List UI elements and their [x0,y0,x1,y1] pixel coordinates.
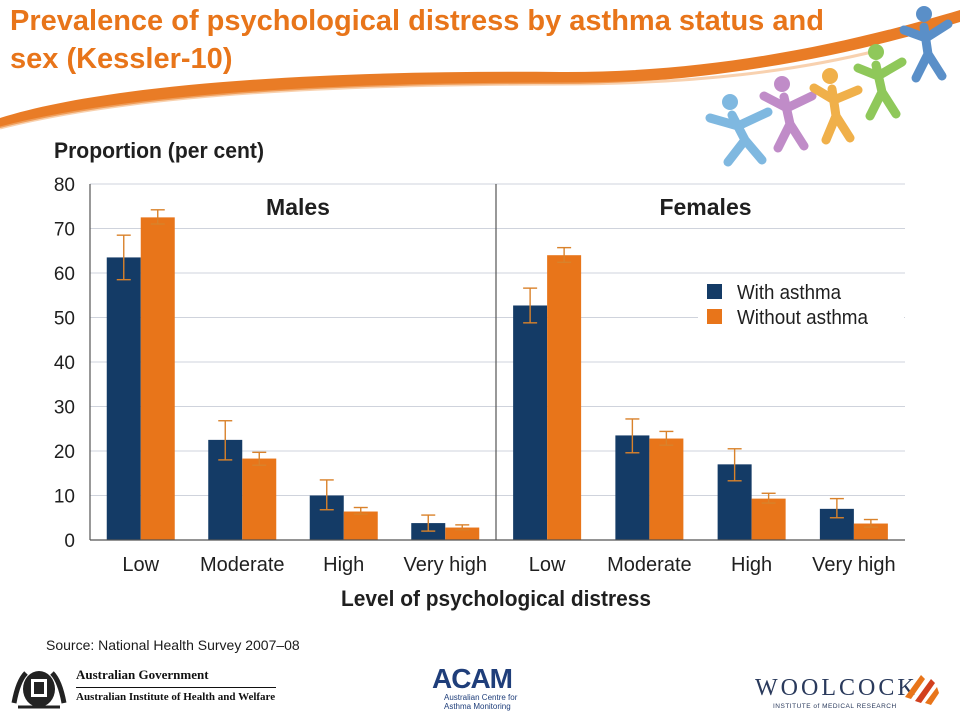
gov-name: Australian Government [76,667,209,682]
bars [106,217,888,540]
x-tick-label: Very high [812,554,895,576]
bar [140,217,175,540]
woolcock-wordmark: WOOLCOCK [755,675,918,701]
bar [547,255,582,540]
x-tick-labels: Low Moderate High Very high Low Moderate High V… [122,554,895,576]
acam-logo: ACAM Australian Centre for Asthma Monito… [432,663,532,713]
bar [343,511,378,540]
slide-title: Prevalence of psychological distress by … [10,5,824,75]
legend-swatch-with-asthma [707,284,722,299]
y-tick-label: 60 [54,264,75,285]
source-note: Source: National Health Survey 2007–08 [46,637,300,653]
legend-swatch-without-asthma [707,309,722,324]
bar [853,523,888,540]
bar [513,305,548,540]
dancing-figures-decoration [705,6,953,167]
bar [751,498,786,540]
woolcock-mark-icon [905,675,939,705]
x-tick-label: Very high [404,554,487,576]
y-tick-label: 50 [54,309,75,330]
x-axis-label: Level of psychological distress [341,586,651,611]
x-tick-label: High [731,554,772,576]
acam-subtitle-line2: Asthma Monitoring [444,702,511,711]
legend-label-with-asthma: With asthma [737,282,842,304]
y-tick-label: 0 [64,531,75,552]
bar [649,438,684,540]
aihw-name: Australian Institute of Health and Welfa… [76,691,276,703]
x-tick-label: Low [529,554,566,576]
legend-label-without-asthma: Without asthma [737,307,869,329]
x-tick-label: Low [122,554,159,576]
gov-divider [76,687,276,688]
y-tick-labels: 0 10 20 30 40 50 60 70 80 [54,175,75,552]
x-tick-label: Moderate [607,554,692,576]
bar [445,527,480,540]
y-tick-label: 20 [54,442,75,463]
y-tick-label: 40 [54,353,75,374]
y-tick-label: 70 [54,220,75,241]
panel-titles: Males Females [266,194,752,220]
legend: With asthma Without asthma [698,280,904,332]
acam-wordmark: ACAM [432,663,513,694]
y-tick-label: 80 [54,175,75,196]
y-tick-label: 30 [54,398,75,419]
aihw-logo: Australian Government Australian Institu… [8,663,278,711]
x-tick-label: High [323,554,364,576]
acam-subtitle: Australian Centre for Asthma Monitoring [444,693,517,711]
error-bars [116,209,878,532]
acam-subtitle-line1: Australian Centre for [444,693,518,702]
coat-of-arms-icon [11,671,67,709]
bar [242,458,277,540]
title-swoosh [0,10,960,130]
woolcock-logo: WOOLCOCK INSTITUTE of MEDICAL RESEARCH [755,665,945,713]
y-tick-label: 10 [54,487,75,508]
bar [106,257,141,540]
panel-title: Males [266,194,330,220]
y-axis-label: Proportion (per cent) [54,138,264,163]
panel-title: Females [659,194,751,220]
x-tick-label: Moderate [200,554,285,576]
woolcock-subtitle: INSTITUTE of MEDICAL RESEARCH [773,703,897,710]
